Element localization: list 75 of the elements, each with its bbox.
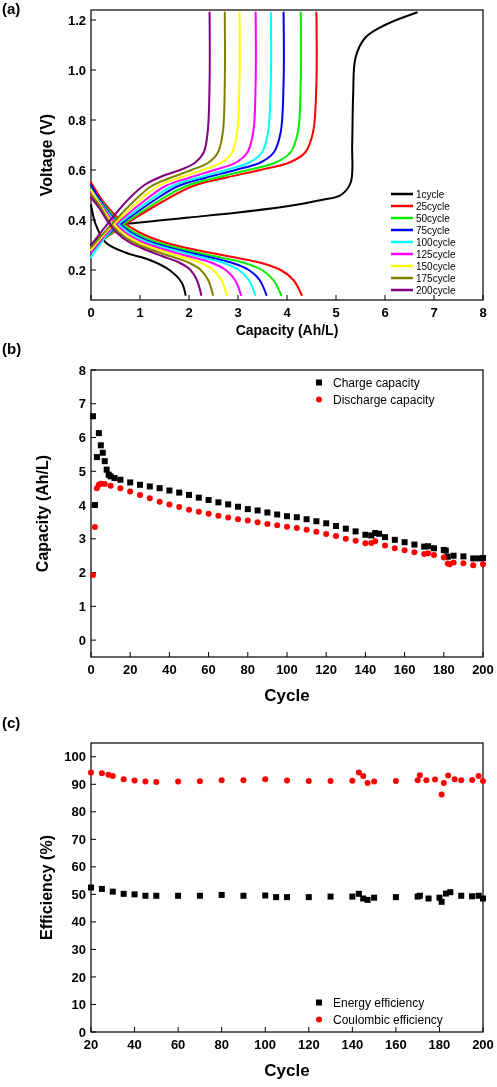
y-tick-label: 0.4	[67, 212, 87, 228]
y-tick-label: 6	[78, 430, 86, 446]
chart-title: (a)	[2, 0, 21, 17]
x-tick-label: 140	[341, 1037, 364, 1052]
y-tick-label: 7	[78, 396, 86, 412]
y-tick-label: 80	[71, 804, 86, 820]
legend-label: 125cycle	[416, 248, 456, 260]
x-tick-label: 160	[385, 1037, 407, 1052]
y-tick-label: 0	[78, 1024, 86, 1040]
x-tick-label: 140	[354, 662, 377, 677]
y-tick-label: 5	[78, 463, 86, 479]
legend-label: 50cycle	[416, 212, 451, 224]
y-tick-label: 2	[78, 565, 86, 581]
y-tick-label: 100	[64, 749, 86, 765]
x-tick-label: 3	[234, 305, 242, 320]
x-tick-label: 20	[122, 662, 138, 677]
y-tick-label: 1.2	[67, 12, 86, 28]
x-tick-label: 200	[472, 1037, 494, 1052]
x-tick-label: 120	[315, 662, 338, 677]
y-tick-label: 60	[71, 859, 86, 875]
legend-label: 150cycle	[416, 260, 456, 272]
x-tick-label: 100	[254, 1037, 277, 1052]
y-tick-label: 10	[71, 997, 86, 1013]
y-tick-label: 8	[78, 362, 86, 378]
legend-label: 1cycle	[416, 188, 445, 200]
chart-title: (c)	[2, 714, 21, 731]
x-axis-title: Cycle	[264, 686, 310, 705]
x-tick-label: 5	[332, 305, 340, 320]
x-tick-label: 200	[472, 662, 494, 677]
x-tick-label: 60	[170, 1037, 186, 1052]
x-tick-label: 160	[393, 662, 416, 677]
legend-label: 175cycle	[416, 272, 456, 284]
legend-label: Energy efficiency	[333, 995, 425, 1010]
x-tick-label: 7	[430, 305, 438, 320]
x-tick-label: 80	[240, 662, 256, 677]
legend-label: Coulombic efficiency	[333, 1012, 443, 1027]
x-tick-label: 180	[428, 1037, 451, 1052]
x-tick-label: 80	[214, 1037, 229, 1052]
x-tick-label: 40	[162, 662, 177, 677]
legend-label: Charge capacity	[333, 375, 420, 390]
y-tick-label: 50	[71, 886, 86, 902]
y-axis-title: Voltage (V)	[38, 113, 55, 197]
y-tick-label: 40	[71, 914, 86, 930]
y-tick-label: 3	[78, 531, 86, 547]
y-axis-title: Efficiency (%)	[38, 835, 55, 940]
y-tick-label: 90	[71, 776, 86, 792]
x-tick-label: 60	[201, 662, 216, 677]
x-axis-title: Capacity (Ah/L)	[235, 321, 339, 338]
x-tick-label: 2	[185, 305, 193, 320]
y-tick-label: 0	[78, 632, 86, 648]
x-tick-label: 8	[479, 305, 487, 320]
legend-label: 75cycle	[416, 224, 451, 236]
y-tick-label: 20	[71, 969, 86, 985]
y-tick-label: 0.2	[67, 262, 86, 278]
x-tick-label: 120	[297, 1037, 320, 1052]
chart-title: (b)	[2, 340, 22, 357]
y-axis-title: Capacity (Ah/L)	[34, 454, 51, 573]
x-tick-label: 1	[136, 305, 144, 320]
x-tick-label: 180	[432, 662, 455, 677]
y-tick-label: 1.0	[67, 62, 86, 78]
y-tick-label: 4	[78, 497, 87, 513]
x-tick-label: 40	[127, 1037, 142, 1052]
y-tick-label: 30	[71, 941, 86, 957]
legend-label: 100cycle	[416, 236, 456, 248]
legend-label: 200cycle	[416, 284, 456, 296]
legend-label: Discharge capacity	[333, 392, 435, 407]
legend-label: 25cycle	[416, 200, 451, 212]
y-tick-label: 1	[78, 598, 86, 614]
y-tick-label: 0.6	[67, 162, 86, 178]
x-tick-label: 4	[283, 305, 292, 320]
x-tick-label: 100	[276, 662, 298, 677]
x-axis-title: Cycle	[264, 1061, 310, 1080]
x-tick-label: 6	[381, 305, 389, 320]
y-tick-label: 0.8	[67, 112, 86, 128]
y-tick-label: 70	[71, 831, 86, 847]
